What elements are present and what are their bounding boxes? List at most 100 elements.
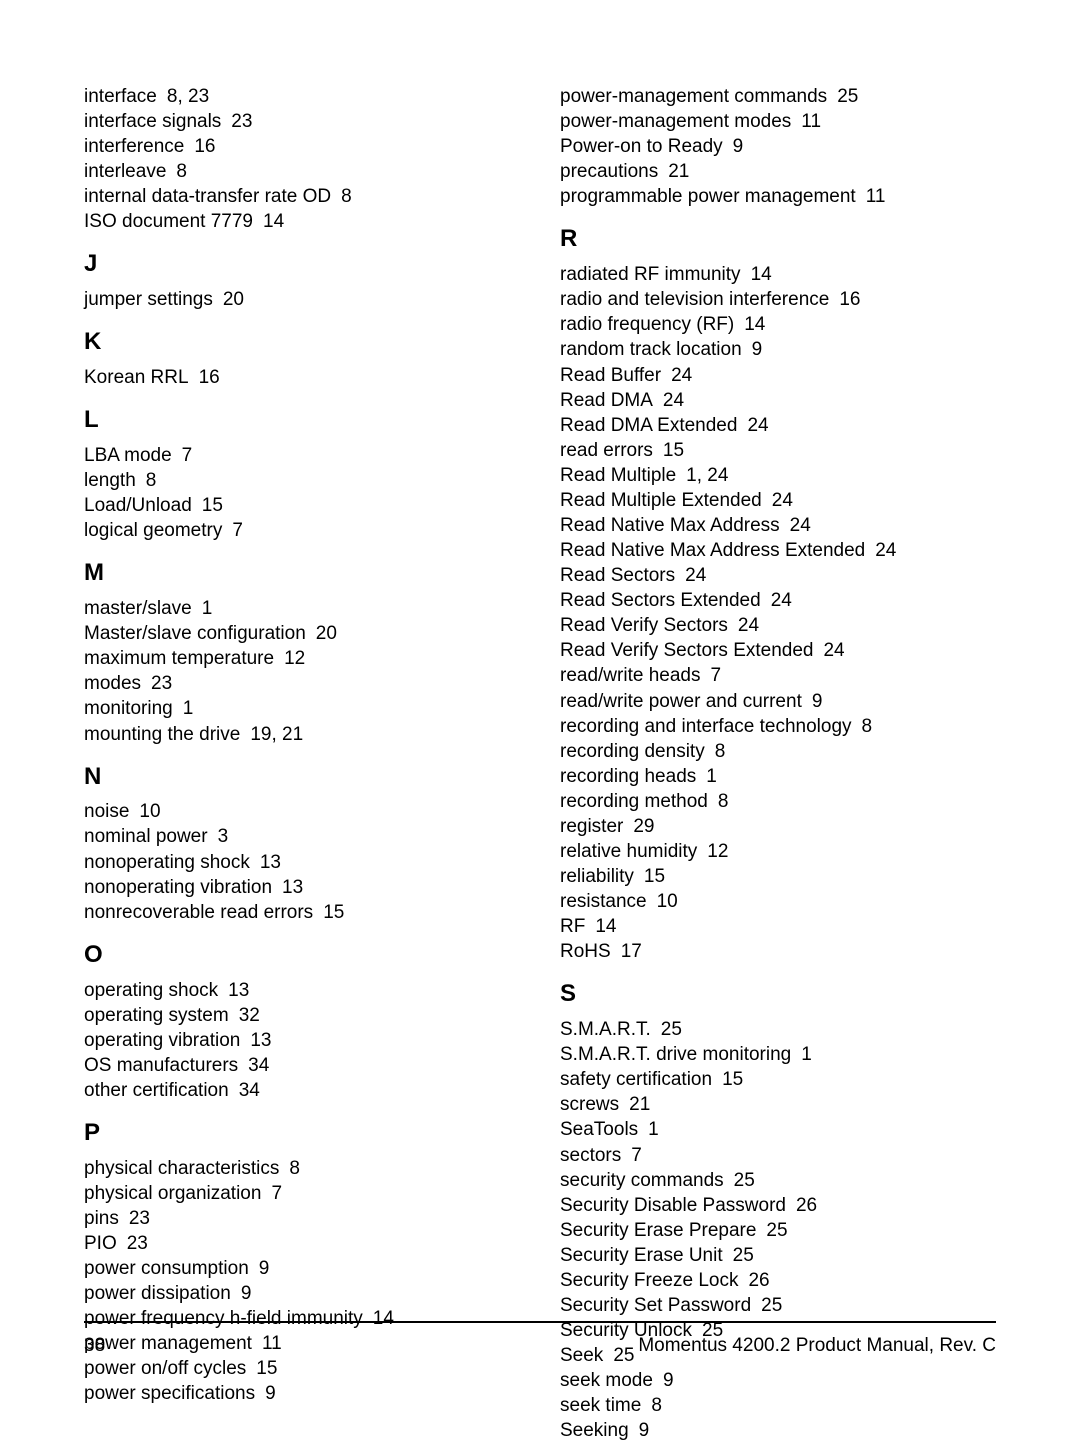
index-term: precautions (560, 161, 658, 182)
index-term: power specifications (84, 1383, 255, 1404)
index-term: Security Freeze Lock (560, 1270, 738, 1291)
index-term: power on/off cycles (84, 1358, 246, 1379)
index-entry: RoHS 17 (560, 939, 996, 964)
section-heading: P (84, 1119, 520, 1148)
index-term: mounting the drive (84, 724, 240, 745)
index-entry: maximum temperature12 (84, 646, 520, 671)
index-pages: 14 (744, 314, 765, 335)
index-term: nonoperating shock (84, 852, 250, 873)
index-pages: 16 (199, 367, 220, 388)
index-entry: S.M.A.R.T.25 (560, 1017, 996, 1042)
index-entry: Load/Unload 15 (84, 493, 520, 518)
index-entry: security commands25 (560, 1168, 996, 1193)
index-entry: power frequency h-field immunity14 (84, 1306, 520, 1331)
index-pages: 24 (685, 565, 706, 586)
index-entry: Read Native Max Address Extended24 (560, 538, 996, 563)
index-pages: 10 (139, 801, 160, 822)
index-term: nonoperating vibration (84, 877, 272, 898)
index-entry: monitoring1 (84, 696, 520, 721)
index-pages: 15 (202, 495, 223, 516)
index-entry: physical characteristics8 (84, 1156, 520, 1181)
index-pages: 14 (373, 1308, 394, 1329)
index-term: operating system (84, 1005, 229, 1026)
index-term: safety certification (560, 1069, 712, 1090)
left-column: interface8, 23interface signals23interfe… (84, 84, 520, 1444)
index-term: length (84, 470, 136, 491)
index-entry: operating shock13 (84, 978, 520, 1003)
index-term: Read Buffer (560, 365, 661, 386)
index-term: read/write power and current (560, 691, 802, 712)
index-term: Korean RRL (84, 367, 189, 388)
index-pages: 12 (707, 841, 728, 862)
index-entry: physical organization7 (84, 1181, 520, 1206)
index-entry: power specifications9 (84, 1381, 520, 1406)
index-entry: LBA mode7 (84, 443, 520, 468)
right-column: power-management commands25power-managem… (560, 84, 996, 1444)
index-pages: 24 (823, 640, 844, 661)
index-pages: 15 (323, 902, 344, 923)
index-term: nominal power (84, 826, 208, 847)
index-pages: 10 (657, 891, 678, 912)
index-pages: 25 (733, 1245, 754, 1266)
index-pages: 25 (837, 86, 858, 107)
index-entry: logical geometry7 (84, 518, 520, 543)
index-entry: interface8, 23 (84, 84, 520, 109)
index-pages: 7 (631, 1145, 642, 1166)
index-pages: 11 (866, 186, 886, 207)
index-pages: 23 (151, 673, 172, 694)
index-term: radio and television interference (560, 289, 829, 310)
index-term: read/write heads (560, 665, 700, 686)
index-term: Seeking (560, 1420, 629, 1441)
index-term: power dissipation (84, 1283, 231, 1304)
section-heading: N (84, 763, 520, 792)
index-entry: power consumption9 (84, 1256, 520, 1281)
index-entry: pins23 (84, 1206, 520, 1231)
index-pages: 1 (202, 598, 213, 619)
index-entry: noise 10 (84, 799, 520, 824)
index-entry: Read DMA Extended24 (560, 413, 996, 438)
index-term: Load/Unload (84, 495, 192, 516)
index-pages: 14 (263, 211, 284, 232)
index-pages: 12 (284, 648, 305, 669)
index-pages: 3 (218, 826, 229, 847)
index-entry: Security Disable Password26 (560, 1193, 996, 1218)
index-term: PIO (84, 1233, 117, 1254)
index-term: internal data-transfer rate OD (84, 186, 331, 207)
index-pages: 1 (801, 1044, 812, 1065)
index-term: RoHS (560, 941, 611, 962)
index-pages: 17 (621, 941, 642, 962)
index-entry: screws21 (560, 1092, 996, 1117)
index-term: Security Disable Password (560, 1195, 786, 1216)
index-term: screws (560, 1094, 619, 1115)
index-pages: 8 (176, 161, 187, 182)
index-term: SeaTools (560, 1119, 638, 1140)
index-pages: 14 (595, 916, 616, 937)
index-entry: PIO23 (84, 1231, 520, 1256)
index-entry: OS manufacturers34 (84, 1053, 520, 1078)
index-entry: recording density8 (560, 739, 996, 764)
index-pages: 9 (752, 339, 763, 360)
index-term: recording and interface technology (560, 716, 852, 737)
index-pages: 8 (862, 716, 873, 737)
index-entry: recording and interface technology 8 (560, 714, 996, 739)
index-pages: 14 (751, 264, 772, 285)
index-entry: read/write heads7 (560, 663, 996, 688)
index-pages: 13 (250, 1030, 271, 1051)
index-term: operating vibration (84, 1030, 240, 1051)
index-term: noise (84, 801, 129, 822)
index-entry: Read Verify Sectors Extended24 (560, 638, 996, 663)
index-term: Read Verify Sectors (560, 615, 728, 636)
index-term: nonrecoverable read errors (84, 902, 313, 923)
index-entry: radiated RF immunity14 (560, 262, 996, 287)
index-term: random track location (560, 339, 742, 360)
index-term: read errors (560, 440, 653, 461)
index-term: radio frequency (RF) (560, 314, 734, 335)
index-entry: safety certification15 (560, 1067, 996, 1092)
index-pages: 15 (256, 1358, 277, 1379)
index-pages: 26 (748, 1270, 769, 1291)
index-pages: 1 (183, 698, 194, 719)
index-pages: 8 (715, 741, 726, 762)
index-pages: 25 (766, 1220, 787, 1241)
index-term: Read Multiple Extended (560, 490, 762, 511)
index-term: LBA mode (84, 445, 172, 466)
